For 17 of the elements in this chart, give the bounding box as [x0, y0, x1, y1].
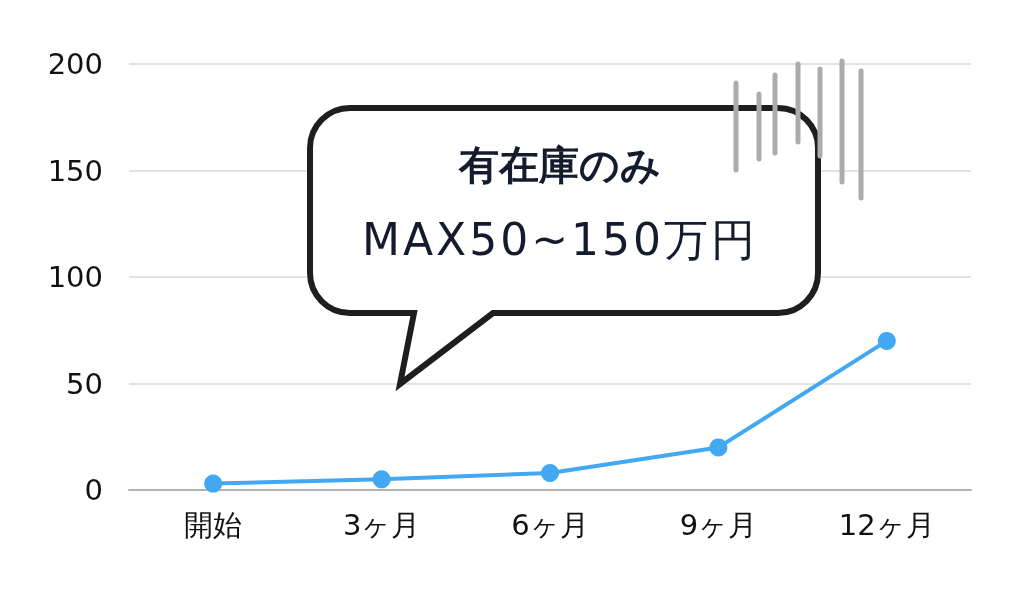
- x-tick-label: 9ヶ月: [679, 507, 758, 542]
- point: [372, 470, 391, 489]
- annotation: 有在庫のみ: [457, 141, 662, 190]
- x-tick-label: 開始: [184, 507, 243, 542]
- y-tick-label: 200: [47, 47, 103, 81]
- point: [541, 463, 559, 482]
- y-tick-label: 0: [84, 473, 103, 507]
- y-tick-label: 50: [66, 366, 103, 401]
- annotation: MAX50~150万円: [360, 213, 759, 267]
- point: [204, 474, 223, 493]
- point: [709, 438, 728, 457]
- point: [877, 331, 896, 350]
- y-tick-label: 100: [47, 260, 103, 294]
- x-tick-label: 3ヶ月: [342, 507, 421, 542]
- x-tick-label: 6ヶ月: [511, 507, 589, 542]
- y-tick-label: 150: [47, 153, 103, 188]
- x-tick-label: 12ヶ月: [838, 507, 935, 542]
